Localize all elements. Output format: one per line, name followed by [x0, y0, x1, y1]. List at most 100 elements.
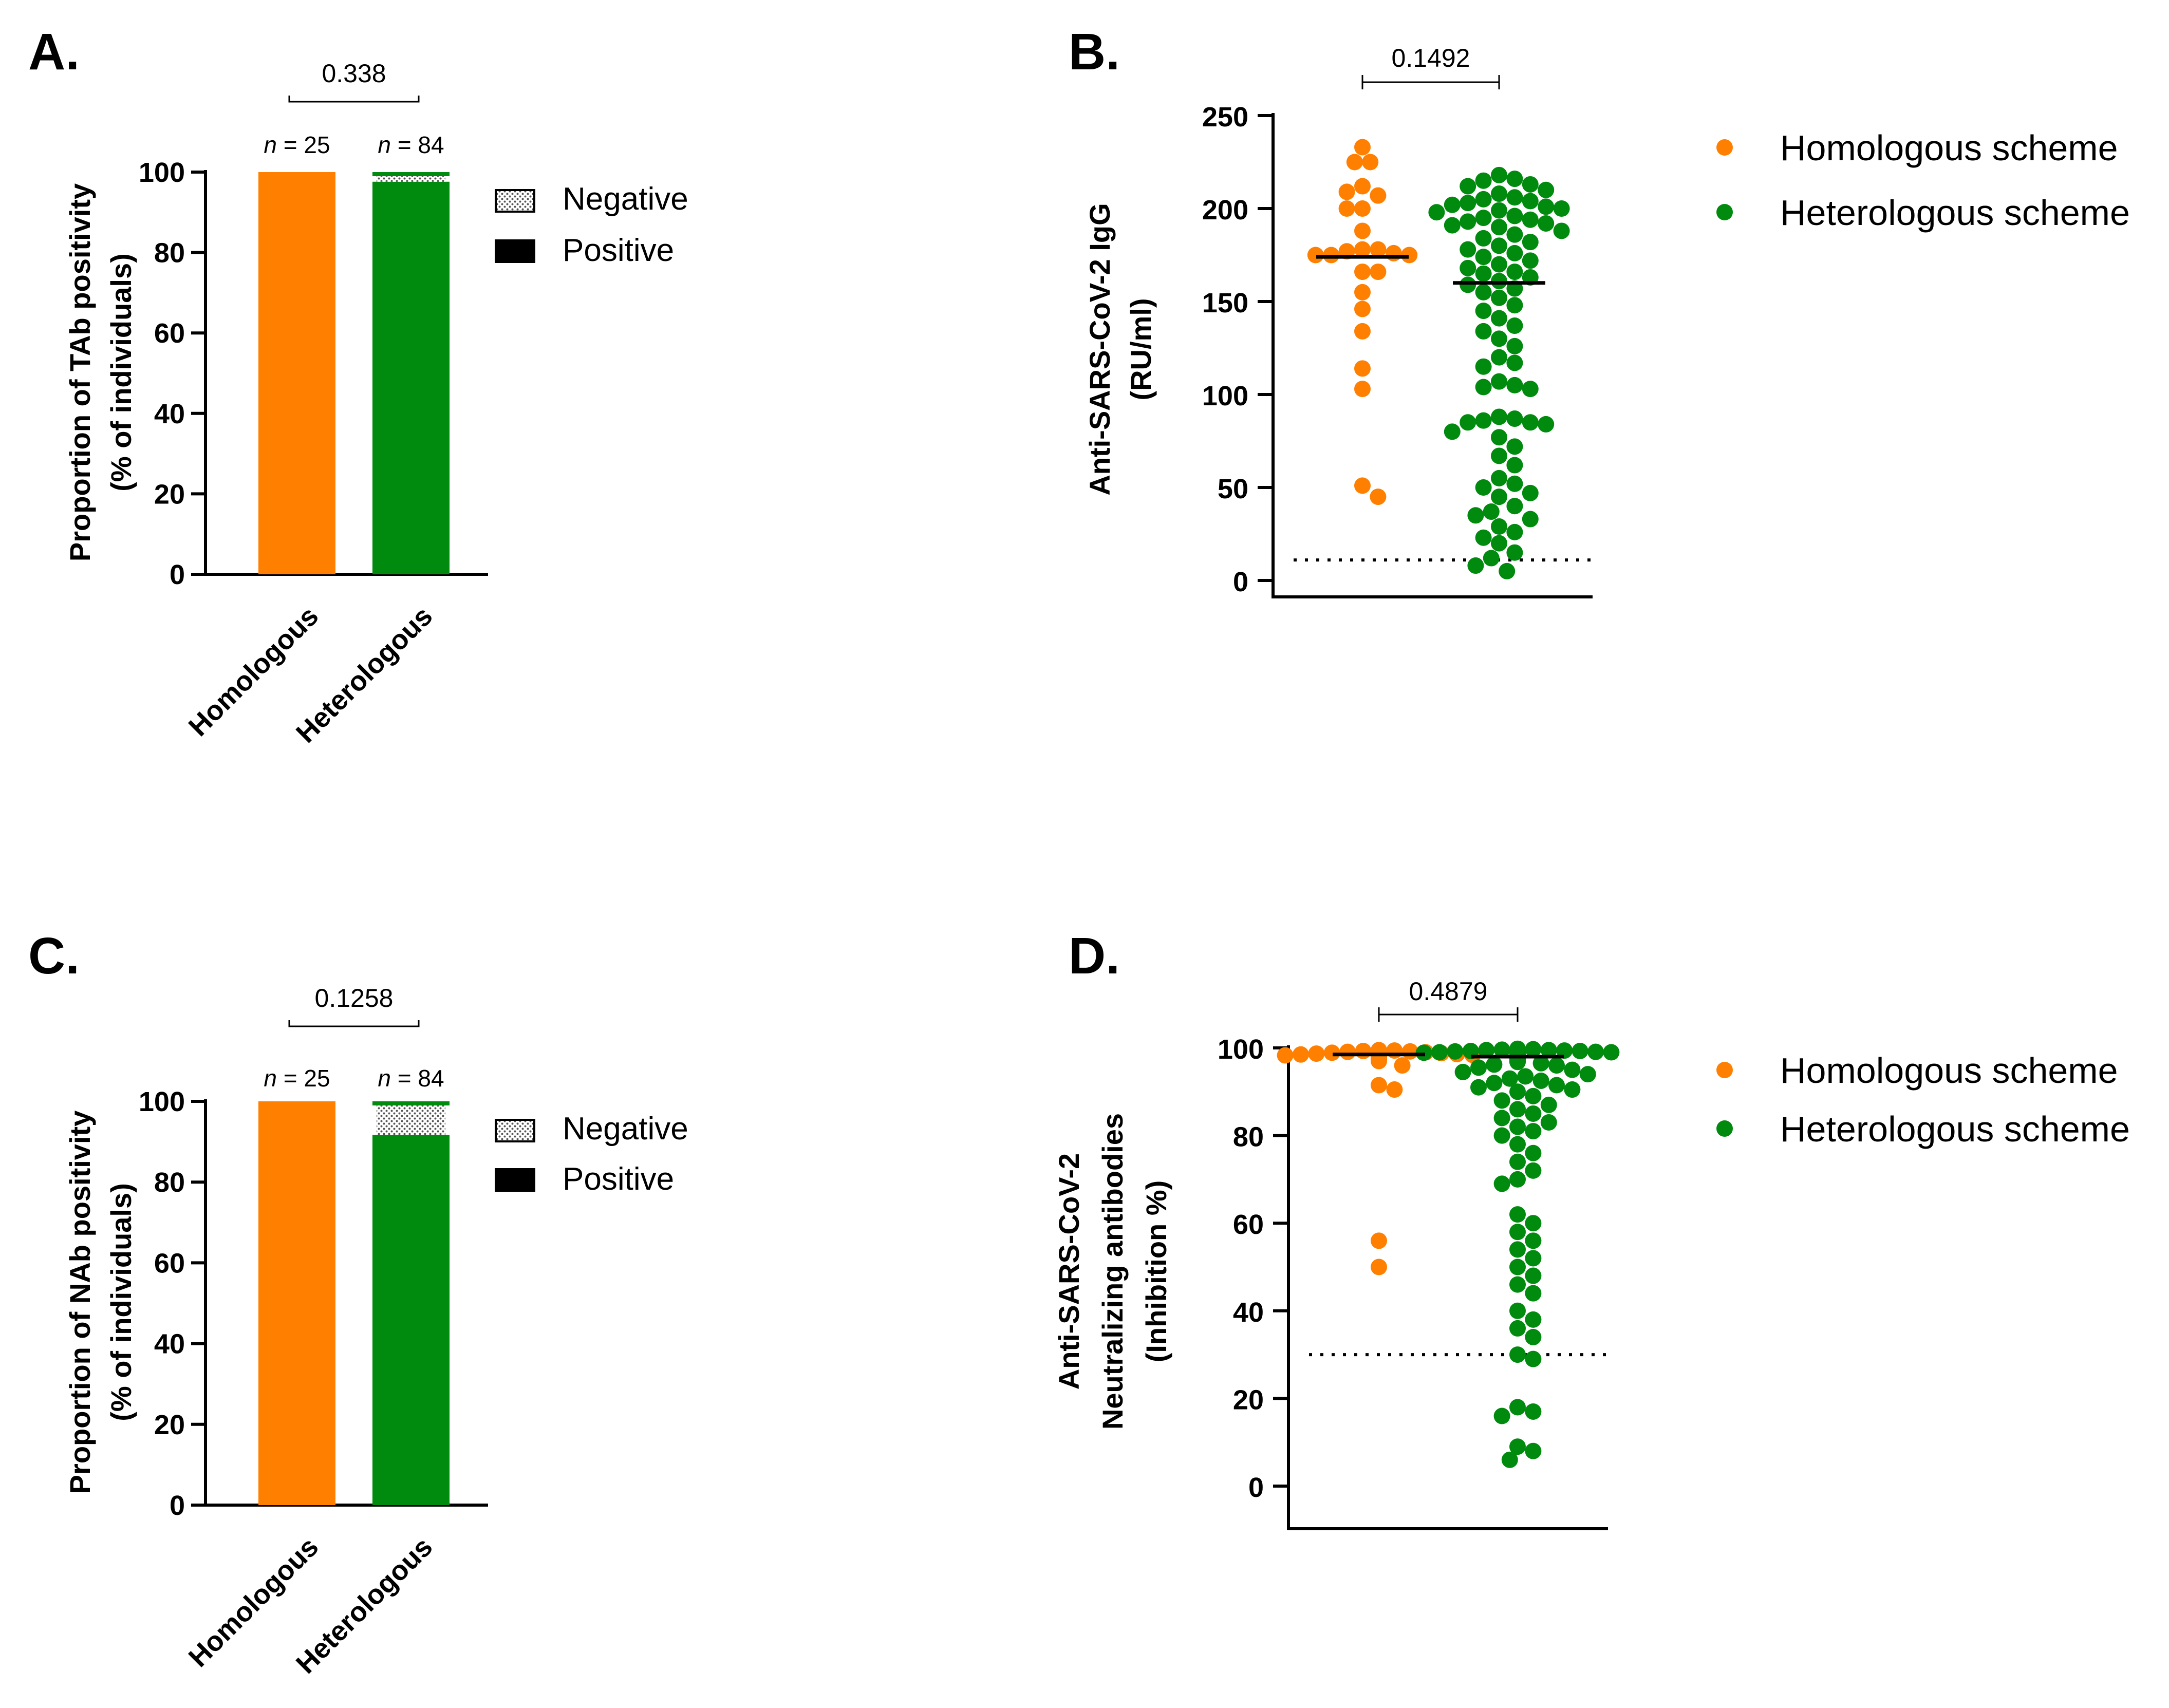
y-tick-label-b-0: 0 — [1233, 567, 1248, 597]
point-b-0-2 — [1346, 154, 1363, 171]
bars-a — [258, 172, 450, 574]
point-b-1-13 — [1553, 200, 1570, 217]
point-b-1-59 — [1522, 414, 1539, 431]
point-d-1-11 — [1603, 1044, 1620, 1061]
point-b-0-20 — [1354, 323, 1371, 340]
y-tick-label-c-2: 40 — [154, 1329, 185, 1360]
point-d-1-8 — [1447, 1043, 1464, 1060]
point-d-1-79 — [1525, 1403, 1542, 1420]
point-b-0-9 — [1354, 241, 1371, 258]
point-d-1-62 — [1509, 1206, 1526, 1223]
point-d-1-66 — [1509, 1241, 1526, 1258]
point-b-1-30 — [1475, 249, 1492, 266]
y-axis-title-line-c-1: (% of individuals) — [105, 1183, 137, 1421]
point-b-1-2 — [1475, 172, 1492, 189]
point-d-1-74 — [1509, 1320, 1526, 1337]
point-d-0-1 — [1386, 1042, 1403, 1059]
point-b-0-4 — [1370, 187, 1387, 204]
point-d-0-6 — [1323, 1044, 1340, 1061]
bar-negative-c-1 — [377, 1105, 445, 1135]
point-b-1-72 — [1506, 498, 1523, 515]
point-b-0-10 — [1370, 241, 1387, 258]
point-b-1-48 — [1506, 337, 1523, 354]
point-d-1-43 — [1470, 1079, 1487, 1096]
point-b-1-1 — [1506, 171, 1523, 187]
y-tick-label-a-5: 100 — [139, 157, 185, 188]
point-b-1-6 — [1491, 185, 1507, 202]
point-b-1-58 — [1475, 412, 1492, 429]
point-b-1-83 — [1499, 562, 1516, 579]
panel-letter-a: A. — [28, 23, 80, 81]
point-d-1-59 — [1525, 1162, 1542, 1179]
y-axis-title-line-d-1: Neutralizing antibodies — [1096, 1113, 1129, 1430]
point-d-1-72 — [1509, 1302, 1526, 1319]
point-d-0-8 — [1308, 1045, 1325, 1062]
point-b-1-63 — [1491, 429, 1507, 446]
point-d-0-10 — [1293, 1046, 1309, 1063]
point-d-0-22 — [1386, 1081, 1403, 1098]
y-tick-label-a-4: 80 — [154, 238, 185, 269]
point-b-1-21 — [1444, 217, 1461, 234]
y-tick-label-d-0: 0 — [1248, 1472, 1264, 1503]
point-d-1-61 — [1493, 1175, 1510, 1192]
legend-d: Homologous scheme Heterologous scheme — [1716, 1050, 2130, 1149]
point-b-1-5 — [1538, 181, 1555, 198]
point-b-1-76 — [1491, 518, 1507, 535]
y-axis-a: 0 20 40 60 80 100 — [139, 157, 488, 590]
point-b-1-82 — [1467, 557, 1484, 574]
legend-label-homologous: Homologous scheme — [1780, 128, 2118, 168]
point-b-1-77 — [1506, 523, 1523, 540]
point-d-1-56 — [1509, 1136, 1526, 1153]
point-b-1-57 — [1506, 410, 1523, 427]
point-d-1-4 — [1478, 1042, 1495, 1059]
legend-dot-heterologous — [1716, 204, 1733, 220]
point-b-1-23 — [1553, 222, 1570, 239]
p-value-bracket-d: 0.4879 — [1378, 977, 1519, 1022]
y-tick-label-b-5: 250 — [1202, 102, 1248, 133]
point-b-0-15 — [1307, 247, 1324, 264]
point-b-1-18 — [1522, 211, 1539, 228]
y-tick-label-d-1: 20 — [1233, 1384, 1264, 1415]
y-tick-label-c-1: 20 — [154, 1410, 185, 1440]
point-b-0-3 — [1354, 178, 1371, 195]
point-b-1-14 — [1491, 202, 1507, 219]
point-b-1-56 — [1491, 408, 1507, 425]
y-axis-b: 0 50 100 150 200 250 — [1202, 102, 1593, 598]
legend-label-positive: Positive — [563, 233, 674, 268]
point-b-0-18 — [1354, 284, 1371, 301]
point-d-0-23 — [1371, 1232, 1387, 1249]
point-b-1-46 — [1475, 323, 1492, 340]
panel-c: C. Proportion of NAb positivity (% of ind… — [28, 927, 688, 1680]
point-b-0-0 — [1354, 139, 1371, 156]
point-d-1-73 — [1525, 1311, 1542, 1328]
point-d-1-46 — [1525, 1087, 1542, 1104]
y-tick-label-c-4: 80 — [154, 1167, 185, 1198]
point-b-1-38 — [1460, 276, 1476, 293]
point-b-0-24 — [1370, 489, 1387, 505]
panel-letter-b: B. — [1069, 23, 1120, 81]
point-b-1-44 — [1491, 310, 1507, 327]
point-b-1-75 — [1522, 511, 1539, 528]
point-b-1-61 — [1538, 416, 1555, 433]
panel-a: A. Proportion of TAb positivity (% of ind… — [28, 23, 688, 749]
legend-a: Negative Positive — [495, 181, 688, 268]
y-axis-title-d: Anti-SARS-CoV-2 Neutralizing antibodies (I… — [1053, 1113, 1172, 1430]
y-tick-label-b-1: 50 — [1218, 474, 1248, 504]
n-label-c-1: n = 84 — [378, 1065, 444, 1092]
point-b-1-22 — [1491, 219, 1507, 236]
y-tick-label-d-2: 40 — [1233, 1297, 1264, 1328]
point-d-1-44 — [1564, 1081, 1581, 1098]
p-value-bracket-a: 0.338 — [288, 59, 420, 103]
point-d-1-10 — [1431, 1044, 1448, 1061]
point-b-1-15 — [1428, 204, 1445, 221]
point-b-1-42 — [1506, 297, 1523, 314]
y-tick-label-a-1: 20 — [154, 479, 185, 510]
point-d-0-4 — [1339, 1043, 1356, 1060]
legend-swatch-positive-c — [495, 1168, 535, 1192]
point-d-1-82 — [1525, 1442, 1542, 1459]
panel-letter-c: C. — [28, 927, 80, 985]
point-b-1-71 — [1491, 489, 1507, 505]
point-b-0-17 — [1370, 264, 1387, 280]
point-d-1-47 — [1493, 1092, 1510, 1109]
point-d-1-1 — [1525, 1041, 1542, 1058]
